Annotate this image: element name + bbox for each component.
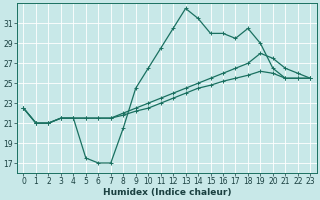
- X-axis label: Humidex (Indice chaleur): Humidex (Indice chaleur): [103, 188, 231, 197]
